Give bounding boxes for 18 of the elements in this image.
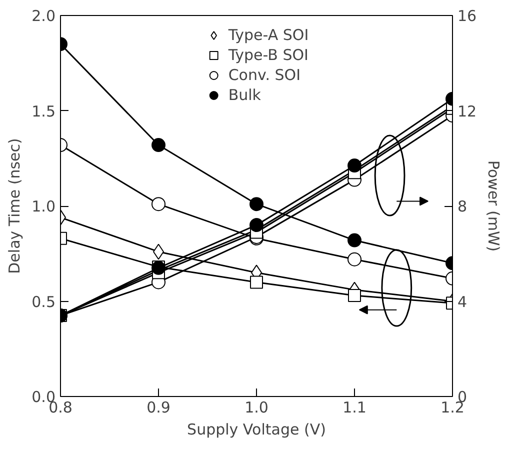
legend-label: Type-B SOI — [228, 46, 308, 64]
x-tick-label: 1.0 — [244, 398, 268, 416]
x-tick-label: 0.9 — [146, 398, 170, 416]
legend-label: Type-A SOI — [228, 26, 309, 44]
y2-tick-label: 4 — [458, 292, 468, 311]
x-axis-title: Supply Voltage (V) — [187, 420, 326, 438]
x-tick-label: 1.1 — [342, 398, 366, 416]
legend-label: Conv. SOI — [228, 66, 301, 84]
y2-axis-title: Power (mW) — [484, 160, 503, 252]
legend-label: Bulk — [228, 86, 261, 104]
y-tick-label: 2.0 — [32, 7, 56, 25]
y2-tick-label: 8 — [458, 198, 468, 216]
y-tick-label: 1.0 — [32, 198, 56, 216]
y-tick-label: 0.5 — [32, 292, 56, 311]
y-tick-label: 1.5 — [32, 102, 56, 120]
y2-tick-label: 16 — [458, 7, 477, 25]
y2-tick-label: 12 — [458, 102, 477, 120]
y-axis-title: Delay Time (nsec) — [6, 138, 24, 274]
